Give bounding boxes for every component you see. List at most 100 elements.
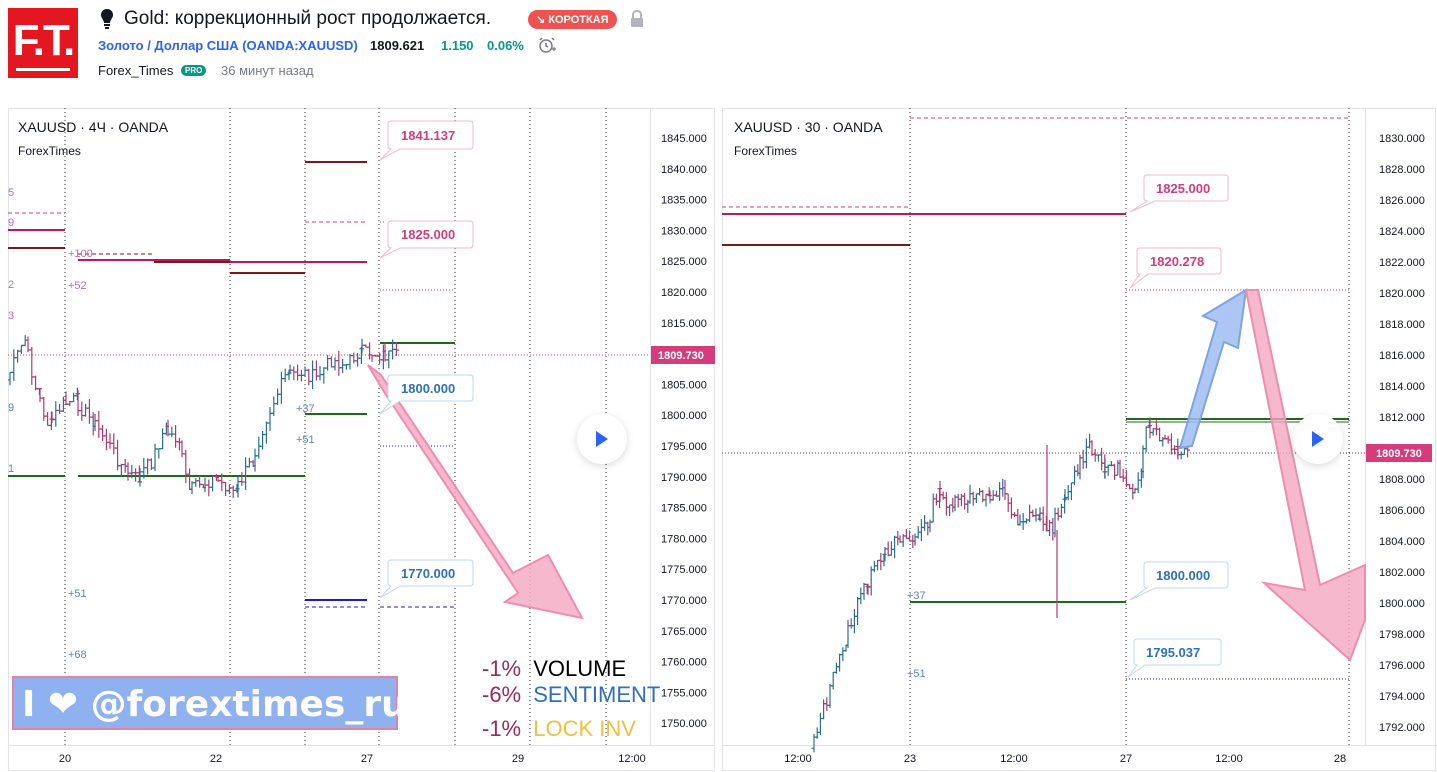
offset-label: +37 — [296, 403, 315, 415]
price-axis-label: 1770.000 — [661, 595, 707, 607]
price-axis-label: 1796.000 — [1379, 660, 1425, 672]
forextimes-logo[interactable]: F.T. — [8, 8, 78, 78]
stat-label: LOCK INV — [533, 716, 636, 741]
price-axis-label: 1760.000 — [661, 657, 707, 669]
price-axis-label: 1815.000 — [661, 318, 707, 330]
time-axis-label: 12:00 — [1215, 753, 1243, 765]
right-candles-group — [811, 417, 1191, 753]
left-callout-1841: 1841.137 — [401, 128, 455, 143]
price-axis-label: 1820.000 — [1379, 288, 1425, 300]
edge-digit: 1 — [8, 463, 14, 475]
price-axis-label: 1804.000 — [1379, 536, 1425, 548]
left-callout-1770: 1770.000 — [401, 566, 455, 581]
right-current-price-tag — [1366, 444, 1432, 462]
price-axis-label: 1830.000 — [1379, 133, 1425, 145]
last-price: 1809.621 — [370, 38, 425, 53]
price-axis-label: 1822.000 — [1379, 257, 1425, 269]
edge-digit: 9 — [8, 402, 14, 414]
right-callout-1800: 1800.000 — [1156, 568, 1210, 583]
price-axis-label: 1826.000 — [1379, 195, 1425, 207]
time-axis-label: 27 — [1120, 753, 1132, 765]
edge-digit: 3 — [8, 310, 14, 322]
stat-volume: -1% VOLUME — [482, 656, 626, 682]
price-axis-label: 1824.000 — [1379, 226, 1425, 238]
short-badge: ↘ КОРОТКАЯ — [528, 10, 617, 29]
offset-label: +52 — [68, 280, 87, 292]
time-axis-label: 29 — [512, 753, 524, 765]
right-time-axis[interactable]: 12:00 23 12:00 27 12:00 28 — [784, 753, 1346, 765]
right-down-arrow — [1244, 289, 1366, 662]
right-current-price: 1809.730 — [1376, 448, 1422, 460]
time-axis-label: 22 — [210, 753, 222, 765]
edge-digit: 2 — [8, 279, 14, 291]
price-change-percent: 0.06% — [487, 38, 524, 53]
stat-value: -6% — [482, 682, 522, 707]
left-current-price-tag — [651, 346, 715, 364]
time-axis-label: 28 — [1334, 753, 1346, 765]
watermark-text: I ❤ @forextimes_ru — [22, 684, 407, 725]
stat-label: SENTIMENT — [533, 682, 661, 707]
lightbulb-icon — [101, 9, 113, 29]
price-axis-label: 1820.000 — [661, 287, 707, 299]
right-symbol-line: XAUUSD · 30 · OANDA — [734, 119, 883, 135]
time-axis-label: 12:00 — [618, 753, 646, 765]
publish-time: 36 минут назад — [221, 63, 314, 78]
price-axis-label: 1798.000 — [1379, 629, 1425, 641]
left-time-axis[interactable]: 20 22 27 29 12:00 — [59, 753, 646, 765]
stat-value: -1% — [482, 656, 522, 681]
stat-sentiment: -6% SENTIMENT — [482, 682, 660, 708]
right-up-arrow — [1178, 288, 1248, 450]
price-axis-label: 1775.000 — [661, 564, 707, 576]
price-axis-label: 1800.000 — [1379, 598, 1425, 610]
price-axis-label: 1792.000 — [1379, 722, 1425, 734]
price-axis-label: 1802.000 — [1379, 567, 1425, 579]
price-axis-label: 1814.000 — [1379, 381, 1425, 393]
logo-underline — [16, 68, 70, 71]
right-callout-1820: 1820.278 — [1150, 254, 1204, 269]
lock-icon — [631, 10, 643, 27]
time-axis-label: 27 — [361, 753, 373, 765]
price-axis-label: 1805.000 — [661, 379, 707, 391]
price-axis-label: 1845.000 — [661, 133, 707, 145]
stat-label: VOLUME — [533, 656, 627, 681]
time-axis-label: 12:00 — [1000, 753, 1028, 765]
left-price-axis[interactable]: 1845.000 1840.000 1835.000 1830.000 1825.000… — [661, 133, 707, 730]
play-icon — [596, 431, 608, 447]
left-callout-1800: 1800.000 — [401, 381, 455, 396]
right-source: ForexTimes — [734, 144, 797, 158]
left-current-price: 1809.730 — [658, 350, 704, 362]
offset-label: +51 — [68, 588, 87, 600]
price-axis-label: 1828.000 — [1379, 164, 1425, 176]
price-axis-label: 1808.000 — [1379, 474, 1425, 486]
offset-label: +51 — [296, 434, 315, 446]
right-callout-1825: 1825.000 — [1156, 181, 1210, 196]
price-change: 1.150 — [441, 38, 474, 53]
right-play-button[interactable] — [1293, 414, 1343, 464]
price-axis-label: 1794.000 — [1379, 691, 1425, 703]
offset-label: +100 — [68, 248, 93, 260]
left-play-button[interactable] — [577, 414, 627, 464]
left-source: ForexTimes — [18, 144, 81, 158]
price-axis-label: 1835.000 — [661, 195, 707, 207]
edge-digit: 5 — [8, 187, 14, 199]
offset-label: +51 — [907, 668, 926, 680]
left-symbol-line: XAUUSD · 4Ч · OANDA — [18, 119, 169, 135]
time-axis-label: 23 — [904, 753, 916, 765]
price-axis-label: 1830.000 — [661, 225, 707, 237]
price-axis-label: 1750.000 — [661, 718, 707, 730]
offset-label: +37 — [907, 590, 926, 602]
watermark-banner: I ❤ @forextimes_ru — [12, 676, 407, 730]
time-axis-label: 12:00 — [784, 753, 812, 765]
right-price-axis[interactable]: 1830.000 1828.000 1826.000 1824.000 1822.000… — [1379, 133, 1425, 734]
price-axis-label: 1840.000 — [661, 164, 707, 176]
time-axis-label: 20 — [59, 753, 71, 765]
alarm-clock-icon[interactable] — [538, 36, 556, 54]
price-axis-label: 1755.000 — [661, 687, 707, 699]
logo-text: F.T. — [12, 16, 75, 65]
price-axis-label: 1785.000 — [661, 503, 707, 515]
author-name[interactable]: Forex_Times — [98, 63, 174, 78]
price-axis-label: 1825.000 — [661, 256, 707, 268]
pro-badge: PRO — [181, 65, 207, 76]
symbol-link[interactable]: Золото / Доллар США (OANDA:XAUUSD) — [98, 38, 358, 53]
price-axis-label: 1800.000 — [661, 410, 707, 422]
